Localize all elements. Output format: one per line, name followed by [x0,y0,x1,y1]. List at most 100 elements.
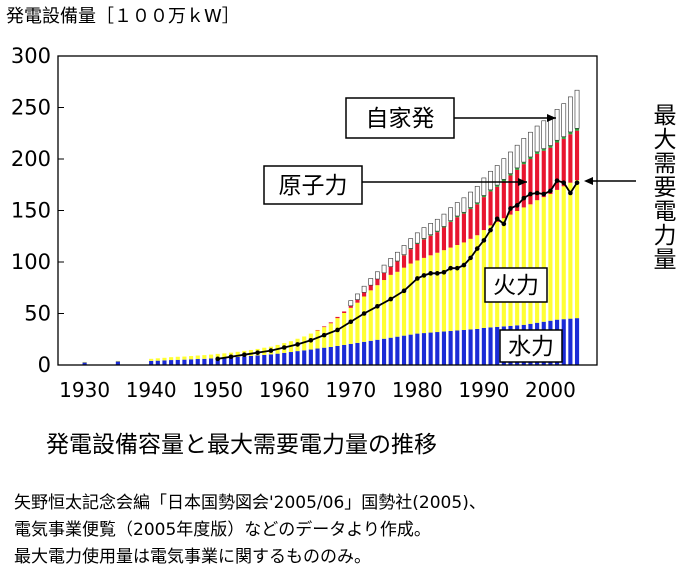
bar-1951-s1 [222,353,227,358]
demand-point-1950 [215,356,220,362]
bar-1949-s1 [208,354,214,359]
bar-1978-s0 [401,335,407,365]
bar-1984-s1 [441,250,447,332]
hydro-callout-box [499,329,563,363]
bar-1998-s4 [534,125,540,153]
bar-1985-s4 [448,207,453,221]
bar-1958-s0 [268,354,274,365]
bar-1972-s2 [362,292,367,297]
bar-1960-s0 [282,352,287,365]
demand-point-1986 [454,265,460,271]
bar-1997-s1 [528,204,533,324]
bar-1972-s4 [361,285,367,293]
demand-point-1992 [494,216,500,222]
chart-caption: 発電設備容量と最大需要電力量の推移 [46,432,437,458]
bar-1950-s1 [215,353,220,358]
demand-point-1991 [488,227,493,233]
bar-1999-s2 [541,150,546,198]
demand-point-1988 [468,255,473,261]
demand-point-1976 [388,296,394,302]
x-tick-label-1930: 1930 [59,378,110,402]
bar-1988-s4 [468,191,473,208]
bar-1965-s2 [315,329,320,331]
bar-1986-s2 [455,217,460,245]
bar-1981-s4 [421,227,427,239]
bar-1952-s0 [228,357,234,365]
nuclear-callout-box [263,165,363,205]
bar-1950-s0 [215,358,220,365]
source-note-3: 最大電力使用量は電気事業に関するもののみ。 [14,547,371,567]
bar-1997-s3 [528,156,533,159]
bar-1989-s0 [475,328,480,365]
demand-point-1966 [321,332,327,338]
bar-1978-s1 [401,267,407,336]
bar-1985-s3 [448,220,453,222]
bar-1943-s0 [169,360,174,365]
bar-1979-s1 [408,263,413,335]
demand-point-1974 [375,303,380,309]
bar-1990-s1 [481,230,486,328]
source-note-1: 矢野恒太記念会編「日本国勢図会'2005/06」国勢社(2005)、 [14,493,486,513]
bar-1976-s1 [388,274,393,338]
bar-1946-s1 [189,356,194,360]
demand-point-2000 [548,188,553,194]
bar-1987-s2 [461,213,466,243]
bar-1971-s1 [355,302,360,343]
bar-1980-s1 [415,260,420,334]
x-tick-label-1980: 1980 [392,378,443,402]
bar-1984-s2 [441,227,447,251]
bar-1981-s2 [421,239,427,258]
bar-1963-s0 [302,350,307,365]
demand-point-1994 [508,206,513,211]
bar-1989-s3 [475,202,480,205]
bar-1994-s4 [508,151,513,174]
y-axis-unit-label: 発電設備量［１００万ｋW］ [6,6,240,27]
bar-1948-s1 [202,355,207,359]
bar-1984-s3 [441,226,447,228]
bar-1985-s2 [448,221,453,248]
bar-1974-s0 [375,339,380,365]
bar-1983-s1 [435,252,440,333]
bar-1980-s2 [415,243,420,261]
demand-point-2004 [574,180,580,185]
x-tick-label-1940: 1940 [126,378,177,402]
demand-point-1968 [335,327,340,333]
bar-1978-s4 [401,245,407,255]
bar-2003-s1 [568,182,573,319]
bar-2001-s1 [555,189,560,320]
private-callout-arrowhead [547,114,556,122]
y-tick-label-0: 0 [38,353,51,377]
bar-1973-s0 [368,340,373,365]
bar-1967-s2 [328,322,333,324]
bar-1987-s1 [461,242,466,330]
bar-2004-s0 [574,318,580,365]
bar-1982-s0 [428,332,433,365]
demand-point-1964 [308,337,314,343]
bar-1988-s0 [468,329,473,365]
x-tick-label-1960: 1960 [259,378,310,402]
bar-2003-s3 [568,131,573,135]
bar-1976-s0 [388,337,393,365]
bar-1985-s1 [448,247,453,332]
bar-1982-s3 [428,234,433,236]
bar-2003-s4 [568,96,573,133]
bar-2000-s2 [548,147,553,195]
bar-1987-s3 [461,212,466,214]
bar-1989-s1 [475,235,480,329]
bar-1951-s0 [222,357,227,365]
private-callout-label: 自家発 [366,106,435,132]
demand-point-1990 [481,238,487,243]
demand-point-1960 [281,345,287,350]
bar-1953-s1 [235,351,240,357]
bar-1969-s2 [342,311,347,313]
bar-1991-s2 [488,191,493,226]
bar-1985-s0 [448,331,453,365]
demand-point-1998 [534,190,540,196]
bar-1942-s1 [162,357,167,361]
bar-1990-s0 [481,327,486,365]
bar-1941-s0 [155,360,160,365]
hydro-callout-label: 水力 [508,334,554,360]
bar-1969-s0 [342,344,347,365]
demand-point-1978 [401,288,407,294]
demand-point-1962 [295,342,300,347]
